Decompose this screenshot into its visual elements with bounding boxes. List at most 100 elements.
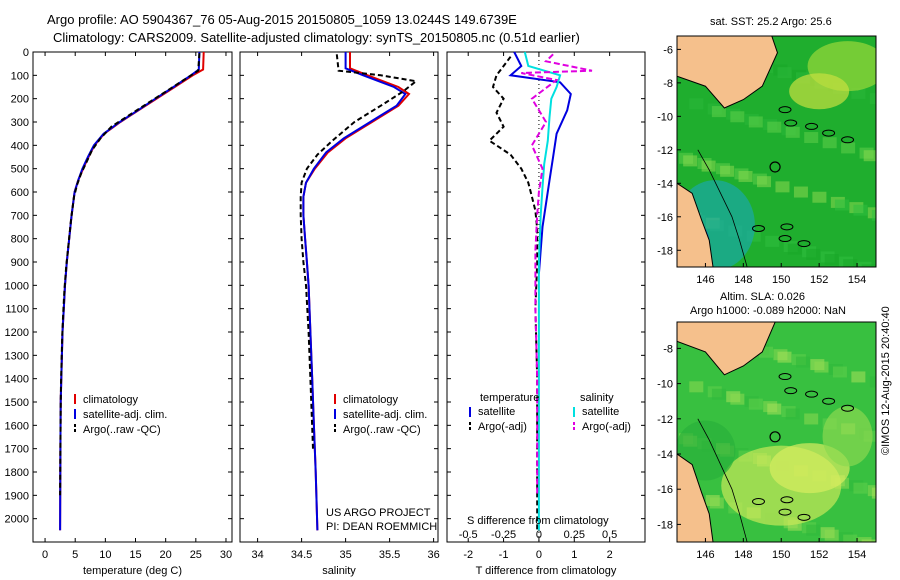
salinity-xlabel: salinity (322, 565, 356, 577)
sla-map-lat-label: -14 (657, 449, 673, 461)
land-png (677, 36, 778, 109)
temperature-xtick-label: 20 (160, 549, 172, 561)
sla-map-title: Altim. SLA: 0.026 (720, 291, 805, 303)
sst-map-lat-label: -16 (657, 212, 673, 224)
depth-tick-label: 1300 (5, 350, 29, 362)
difference-xtick-label: -2 (463, 549, 473, 561)
sst-map-argo-marker (769, 161, 781, 173)
sla-map-lon-label: 146 (696, 549, 714, 561)
sst-map-lon-label: 150 (772, 274, 790, 286)
difference-top-label: S difference from climatology (467, 515, 609, 527)
temperature-xtick-label: 5 (72, 549, 78, 561)
reef-outline (784, 119, 798, 127)
depth-tick-label: 1900 (5, 490, 29, 502)
temperature-xtick-label: 30 (220, 549, 232, 561)
legend-header-salinity: salinity (580, 392, 614, 404)
series-satellite-adj-clim- (302, 52, 407, 531)
salinity-diff-tick-label: 0.25 (564, 529, 585, 541)
difference-xtick-label: 2 (607, 549, 613, 561)
sla-map-lat-label: -8 (663, 343, 673, 355)
difference-xtick-label: -1 (499, 549, 509, 561)
sla-map-field (677, 322, 876, 542)
sla-map-lon-label: 148 (734, 549, 752, 561)
sst-map-field (677, 36, 876, 267)
sst-map-lat-label: -14 (657, 178, 673, 190)
reef-outline (805, 122, 819, 130)
land-qld (677, 182, 714, 267)
legend-entry: Argo(-adj) (478, 421, 527, 433)
difference-xtick-label: 1 (571, 549, 577, 561)
sla-map-lat-label: -18 (657, 519, 673, 531)
depth-tick-label: 1100 (5, 304, 29, 316)
reef-outline (797, 240, 811, 248)
difference-xlabel: T difference from climatology (476, 565, 617, 577)
depth-tick-label: 1000 (5, 280, 29, 292)
sst-map-lon-label: 146 (696, 274, 714, 286)
sla-map-frame (676, 321, 877, 543)
land-qld (677, 453, 714, 542)
header-line-2: Climatology: CARS2009. Satellite-adjuste… (53, 30, 580, 45)
temperature-xtick-label: 10 (99, 549, 111, 561)
reef-outline (822, 129, 836, 137)
depth-tick-label: 1600 (5, 420, 29, 432)
salinity-xtick-label: 35 (339, 549, 351, 561)
series-salinity-satellite (523, 51, 562, 531)
reef-outline (778, 106, 792, 114)
salinity-frame (239, 51, 439, 543)
legend-entry: climatology (343, 394, 399, 406)
sla-map-lat-label: -10 (657, 379, 673, 391)
sla-map-lat-label: -12 (657, 414, 673, 426)
reef-outline (751, 225, 765, 232)
bathymetry-contour (697, 418, 748, 542)
depth-tick-label: 0 (23, 47, 29, 59)
sst-map-frame (676, 35, 877, 268)
reef-outline (822, 397, 836, 405)
header-line-1: Argo profile: AO 5904367_76 05-Aug-2015 … (47, 12, 517, 27)
series-temperature-satellite (508, 51, 572, 274)
legend-entry: Argo(-adj) (582, 421, 631, 433)
reef-outline (841, 136, 855, 144)
legend-entry: climatology (83, 394, 139, 406)
sst-map-lat-label: -12 (657, 145, 673, 157)
reef-outline (778, 508, 792, 516)
sst-map-lon-label: 152 (810, 274, 828, 286)
annotation-pi: PI: DEAN ROEMMICH (326, 521, 437, 533)
sla-map-lon-label: 152 (810, 549, 828, 561)
salinity-diff-tick-label: 0 (536, 529, 542, 541)
depth-tick-label: 1500 (5, 397, 29, 409)
legend-entry: satellite (582, 406, 619, 418)
sst-map-lat-label: -10 (657, 111, 673, 123)
reef-outline (841, 404, 855, 412)
depth-tick-label: 1800 (5, 467, 29, 479)
salinity-xtick-label: 36 (427, 549, 439, 561)
reef-outline (778, 373, 792, 381)
depth-tick-label: 800 (11, 234, 29, 246)
sla-map-lat-label: -16 (657, 484, 673, 496)
depth-tick-label: 600 (11, 187, 29, 199)
reef-outline (797, 513, 811, 521)
salinity-diff-tick-label: -0.5 (459, 529, 478, 541)
legend-entry: Argo(..raw -QC) (343, 424, 421, 436)
depth-tick-label: 1200 (5, 327, 29, 339)
legend-header-temperature: temperature (480, 392, 539, 404)
salinity-xtick-label: 34.5 (291, 549, 312, 561)
sst-map-lon-label: 154 (848, 274, 866, 286)
depth-tick-label: 200 (11, 94, 29, 106)
difference-frame (446, 51, 646, 543)
reef-outline (805, 390, 819, 398)
temperature-frame (32, 51, 233, 543)
reef-outline (778, 235, 792, 243)
sst-map-lon-label: 148 (734, 274, 752, 286)
bathymetry-contour (697, 149, 748, 267)
temperature-xtick-label: 0 (42, 549, 48, 561)
sla-map-argo-marker (769, 431, 781, 443)
series-argo-raw-qc- (299, 54, 419, 449)
temperature-xtick-label: 15 (129, 549, 141, 561)
depth-tick-label: 1400 (5, 374, 29, 386)
difference-xtick-label: 0 (536, 549, 542, 561)
salinity-xtick-label: 34 (251, 549, 263, 561)
reef-outline (751, 498, 765, 506)
temperature-xlabel: temperature (deg C) (83, 565, 182, 577)
reef-outline (780, 223, 794, 231)
